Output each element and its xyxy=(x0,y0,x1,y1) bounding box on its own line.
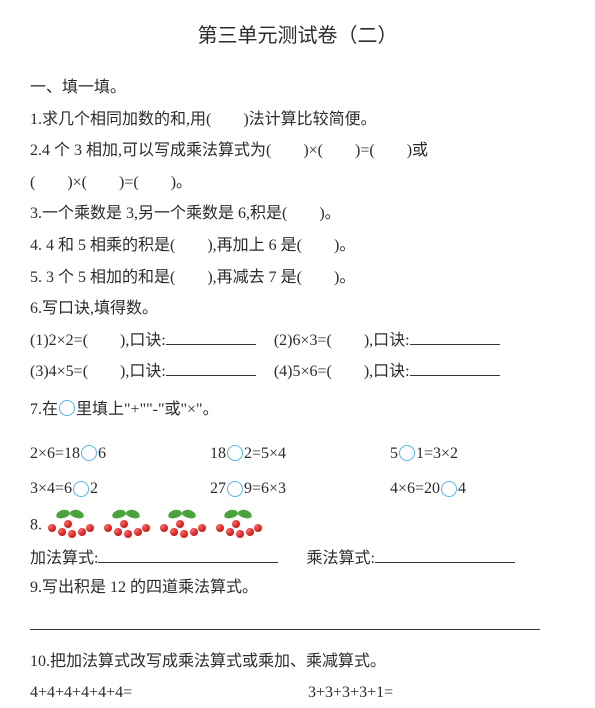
page-title: 第三单元测试卷（二） xyxy=(30,18,565,55)
expr: 51=3×2 xyxy=(390,439,530,469)
blank-underline xyxy=(166,329,256,345)
question-8-answers: 加法算式: 乘法算式: xyxy=(30,544,565,574)
question-9: 9.写出积是 12 的四道乘法算式。 xyxy=(30,573,565,603)
question-5: 5. 3 个 5 相加的和是( ),再减去 7 是( )。 xyxy=(30,263,565,293)
question-7-row2: 3×4=62 279=6×3 4×6=204 xyxy=(30,474,565,504)
q10-a: 4+4+4+4+4+4= xyxy=(30,678,290,708)
expr: 4×6=204 xyxy=(390,474,530,504)
cherry-cluster-icon xyxy=(158,510,208,542)
question-7-heading: 7.在 里填上"+""-"或"×"。 xyxy=(30,395,565,425)
circle-icon xyxy=(227,445,243,461)
question-2-line1: 2.4 个 3 相加,可以写成乘法算式为( )×( )=( )或 xyxy=(30,136,565,166)
q6-3: (3)4×5=( ),口诀: xyxy=(30,357,256,387)
expr: 182=5×4 xyxy=(210,439,350,469)
expr: 279=6×3 xyxy=(210,474,350,504)
circle-icon xyxy=(59,400,75,416)
question-8: 8. xyxy=(30,510,565,542)
blank-underline xyxy=(98,547,278,563)
circle-icon xyxy=(81,445,97,461)
question-1: 1.求几个相同加数的和,用( )法计算比较简便。 xyxy=(30,105,565,135)
section-heading: 一、填一填。 xyxy=(30,73,565,103)
circle-icon xyxy=(227,481,243,497)
question-10-row: 4+4+4+4+4+4= 3+3+3+3+1= xyxy=(30,678,565,708)
circle-icon xyxy=(73,481,89,497)
q6-2: (2)6×3=( ),口诀: xyxy=(274,326,500,356)
blank-underline xyxy=(166,360,256,376)
question-3: 3.一个乘数是 3,另一个乘数是 6,积是( )。 xyxy=(30,199,565,229)
q8-multiplication-label: 乘法算式: xyxy=(306,544,514,574)
cherry-cluster-icon xyxy=(214,510,264,542)
blank-underline xyxy=(410,360,500,376)
question-6-row2: (3)4×5=( ),口诀: (4)5×6=( ),口诀: xyxy=(30,357,565,387)
q8-addition-label: 加法算式: xyxy=(30,544,278,574)
q8-label: 8. xyxy=(30,516,42,533)
question-9-blank xyxy=(30,611,565,641)
blank-underline xyxy=(410,329,500,345)
expr: 2×6=186 xyxy=(30,439,170,469)
cherry-cluster-icon xyxy=(102,510,152,542)
circle-icon xyxy=(441,481,457,497)
question-6-heading: 6.写口诀,填得数。 xyxy=(30,294,565,324)
cherries-row xyxy=(46,510,264,542)
blank-underline xyxy=(375,547,515,563)
question-4: 4. 4 和 5 相乘的积是( ),再加上 6 是( )。 xyxy=(30,231,565,261)
q10-b: 3+3+3+3+1= xyxy=(308,678,393,708)
q7-suffix: 里填上"+""-"或"×"。 xyxy=(76,401,219,418)
question-6-row1: (1)2×2=( ),口诀: (2)6×3=( ),口诀: xyxy=(30,326,565,356)
cherry-cluster-icon xyxy=(46,510,96,542)
expr: 3×4=62 xyxy=(30,474,170,504)
question-7-row1: 2×6=186 182=5×4 51=3×2 xyxy=(30,439,565,469)
question-2-line2: ( )×( )=( )。 xyxy=(30,168,565,198)
q6-1: (1)2×2=( ),口诀: xyxy=(30,326,256,356)
q7-prefix: 7.在 xyxy=(30,401,58,418)
circle-icon xyxy=(399,445,415,461)
q6-4: (4)5×6=( ),口诀: xyxy=(274,357,500,387)
